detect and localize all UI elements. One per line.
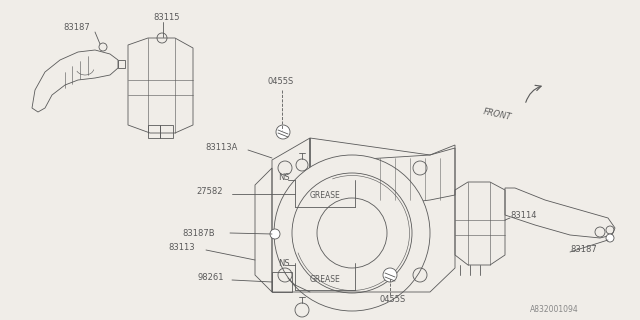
Circle shape xyxy=(606,234,614,242)
Text: FRONT: FRONT xyxy=(482,108,512,122)
Text: 83115: 83115 xyxy=(153,13,179,22)
Text: 83113A: 83113A xyxy=(205,143,237,153)
Text: 83187B: 83187B xyxy=(182,228,214,237)
Text: GREASE: GREASE xyxy=(310,191,340,201)
Text: GREASE: GREASE xyxy=(310,275,340,284)
Text: 0455S: 0455S xyxy=(380,295,406,305)
Text: NS: NS xyxy=(278,173,290,182)
Circle shape xyxy=(276,125,290,139)
Circle shape xyxy=(270,229,280,239)
Text: A832001094: A832001094 xyxy=(530,306,579,315)
Text: 0455S: 0455S xyxy=(268,77,294,86)
Circle shape xyxy=(383,268,397,282)
Text: 98261: 98261 xyxy=(197,274,223,283)
Text: 83113: 83113 xyxy=(168,244,195,252)
Text: 83114: 83114 xyxy=(510,211,536,220)
Text: 27582: 27582 xyxy=(196,188,223,196)
Text: NS: NS xyxy=(278,259,290,268)
Circle shape xyxy=(274,155,430,311)
Text: 83187: 83187 xyxy=(570,245,596,254)
Text: 83187: 83187 xyxy=(63,23,90,33)
